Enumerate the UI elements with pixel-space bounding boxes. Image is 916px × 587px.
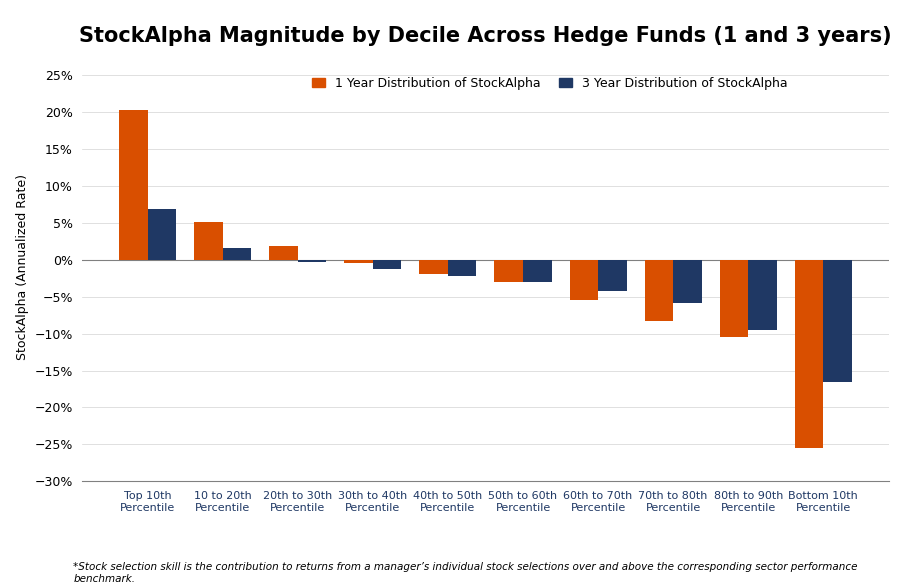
Bar [269,247,298,259]
Bar [823,259,852,382]
Bar [523,259,551,282]
Bar [795,259,823,448]
Bar [748,259,777,330]
Bar [147,210,176,259]
Bar [673,259,702,302]
Bar [448,259,476,276]
Bar [194,222,223,259]
Title: StockAlpha Magnitude by Decile Across Hedge Funds (1 and 3 years): StockAlpha Magnitude by Decile Across He… [79,26,892,46]
Legend: 1 Year Distribution of StockAlpha, 3 Year Distribution of StockAlpha: 1 Year Distribution of StockAlpha, 3 Yea… [308,72,792,95]
Bar [344,259,373,264]
Bar [570,259,598,301]
Bar [495,259,523,282]
Bar [119,110,147,259]
Bar [373,259,401,269]
Bar [223,248,251,259]
Y-axis label: StockAlpha (Annualized Rate): StockAlpha (Annualized Rate) [16,174,28,360]
Text: *Stock selection skill is the contribution to returns from a manager’s individua: *Stock selection skill is the contributi… [73,562,857,584]
Bar [598,259,627,292]
Bar [298,259,326,262]
Bar [645,259,673,321]
Bar [420,259,448,275]
Bar [720,259,748,338]
